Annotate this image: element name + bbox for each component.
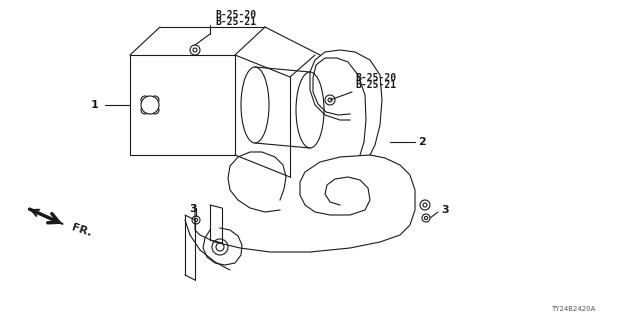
- Text: B-25-20: B-25-20: [355, 73, 396, 83]
- Text: B-25-20: B-25-20: [215, 10, 256, 20]
- Text: 3: 3: [189, 204, 197, 214]
- Text: FR.: FR.: [70, 222, 93, 238]
- Circle shape: [190, 45, 200, 55]
- Bar: [130, 55, 235, 155]
- Circle shape: [141, 96, 149, 104]
- Ellipse shape: [241, 67, 269, 143]
- Circle shape: [151, 106, 159, 114]
- Circle shape: [422, 214, 430, 222]
- Circle shape: [423, 203, 427, 207]
- Circle shape: [216, 243, 224, 251]
- Circle shape: [420, 200, 430, 210]
- Circle shape: [193, 48, 197, 52]
- Text: B-25-21: B-25-21: [355, 80, 396, 90]
- Text: 3: 3: [441, 205, 449, 215]
- Text: 2: 2: [418, 137, 426, 147]
- Circle shape: [141, 96, 159, 114]
- Circle shape: [151, 96, 159, 104]
- Text: 1: 1: [90, 100, 98, 110]
- Ellipse shape: [296, 72, 324, 148]
- Circle shape: [141, 106, 149, 114]
- Circle shape: [192, 216, 200, 224]
- Circle shape: [328, 98, 332, 102]
- Circle shape: [195, 219, 198, 222]
- Text: B-25-21: B-25-21: [215, 17, 256, 27]
- Circle shape: [424, 216, 428, 220]
- Text: TY24B2420A: TY24B2420A: [550, 306, 595, 312]
- Circle shape: [325, 95, 335, 105]
- Circle shape: [212, 239, 228, 255]
